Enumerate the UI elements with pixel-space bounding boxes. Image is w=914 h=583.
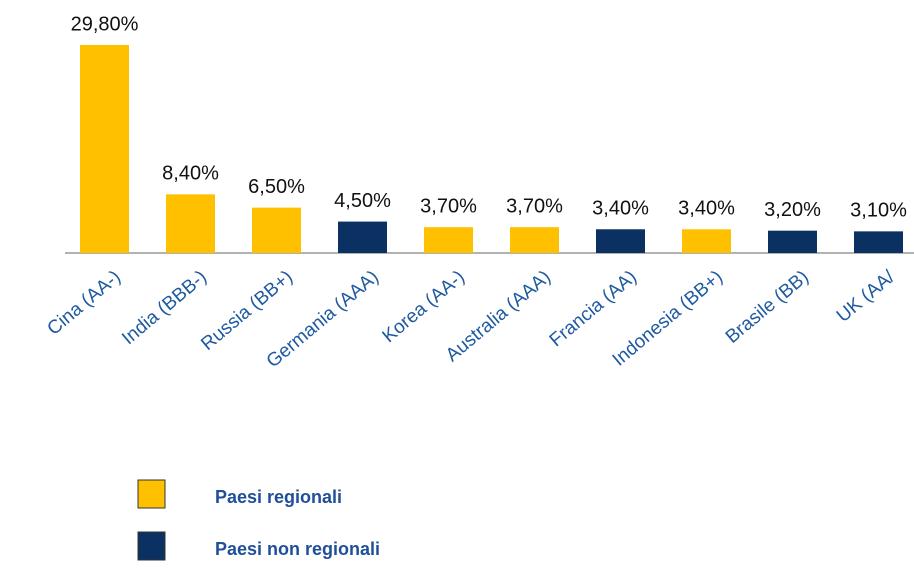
legend-label: Paesi non regionali [215,539,380,559]
value-label: 3,70% [420,195,477,217]
bar [424,227,473,253]
bar [80,44,129,253]
value-label: 29,80% [71,13,139,35]
bar [338,221,387,253]
bar [510,227,559,253]
bar [166,194,215,253]
value-label: 3,10% [850,200,907,222]
value-label: 3,70% [506,195,563,217]
value-label: 3,20% [764,199,821,221]
value-label: 3,40% [678,198,735,220]
legend-swatch [137,531,166,561]
x-tick-label: Korea (AA-) [379,267,469,348]
value-label: 8,40% [162,163,219,185]
legend-label: Paesi regionali [215,487,342,507]
value-label: 6,50% [248,176,305,198]
value-label: 3,40% [592,198,649,220]
bar [854,231,903,253]
bar [596,229,645,253]
x-tick-label: Cina (AA-) [44,267,125,340]
bar [768,230,817,253]
x-tick-label: Brasile (BB) [722,267,813,348]
x-tick-label: India (BBB-) [118,267,211,350]
bar [252,207,301,253]
x-tick-label: UK (AA/ [833,266,900,327]
legend-swatch [137,479,166,509]
value-label: 4,50% [334,190,391,212]
bar [682,229,731,253]
